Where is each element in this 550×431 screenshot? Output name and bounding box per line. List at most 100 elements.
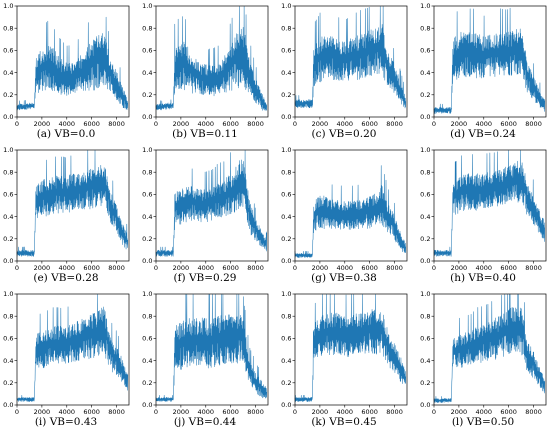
x-tick-label: 2000 [173,264,190,272]
y-tick-label: 0.2 [281,235,291,243]
x-tick-label: 2000 [34,264,51,272]
x-tick-label: 0 [15,120,19,128]
data-series-line [433,294,546,403]
y-tick-label: 0.2 [281,379,291,387]
x-tick-label: 6000 [361,408,378,416]
x-tick-label: 8000 [386,408,403,416]
y-tick-label: 0.2 [3,91,13,99]
x-tick-label: 0 [154,264,158,272]
y-tick-label: 0.8 [142,24,152,32]
y-tick-label: 0.0 [281,401,291,409]
y-tick-label: 0.6 [420,191,430,199]
y-tick-label: 1.0 [420,290,430,298]
subplot-chart: 0.0 0.2 0.4 0.6 0.8 1.0 0 2000 4000 6000 8000 [420,290,547,416]
y-tick-label: 1.0 [3,146,13,154]
x-tick-label: 0 [293,120,297,128]
subplot-chart: 0.0 0.2 0.4 0.6 0.8 1.0 0 2000 4000 6000 8000 [281,2,408,128]
x-tick-label: 6000 [222,120,239,128]
x-tick-label: 8000 [386,120,403,128]
data-series-line [294,165,407,258]
y-tick-label: 0.8 [281,24,291,32]
axes-frame [294,293,408,406]
x-tick-label: 2000 [312,264,329,272]
x-tick-label: 0 [293,408,297,416]
x-tick-label: 4000 [198,264,215,272]
x-tick-label: 0 [432,408,436,416]
y-tick-label: 0.6 [420,335,430,343]
y-tick-label: 0.6 [281,191,291,199]
data-series-line [433,7,546,114]
y-tick-label: 0.2 [3,379,13,387]
subplot-caption: (a) VB=0.0 [36,128,96,140]
y-tick-label: 0.4 [281,213,291,221]
y-tick-label: 0.0 [3,113,13,121]
axes-frame [155,5,269,118]
y-tick-label: 1.0 [281,2,291,10]
axes-frame [16,293,130,406]
y-tick-label: 0.2 [142,379,152,387]
data-series-line [294,294,407,402]
y-tick-label: 1.0 [281,290,291,298]
y-tick-label: 0.0 [420,401,430,409]
subplot-caption: (c) VB=0.20 [311,128,377,140]
subplot-panel: 0.0 0.2 0.4 0.6 0.8 1.0 0 2000 4000 6000 8000 (a) V… [0,0,132,143]
x-tick-label: 4000 [476,408,493,416]
subplot-chart: 0.0 0.2 0.4 0.6 0.8 1.0 0 2000 4000 6000 8000 [420,146,547,272]
y-tick-label: 0.8 [420,312,430,320]
x-tick-label: 6000 [83,120,100,128]
y-tick-label: 0.2 [3,235,13,243]
subplot-chart: 0.0 0.2 0.4 0.6 0.8 1.0 0 2000 4000 6000 8000 [281,146,408,272]
y-tick-label: 0.6 [142,47,152,55]
x-tick-label: 0 [154,408,158,416]
y-tick-label: 0.4 [142,69,152,77]
subplot-caption: (h) VB=0.40 [450,272,516,284]
subplot-panel: 0.0 0.2 0.4 0.6 0.8 1.0 0 2000 4000 6000 8000 (f) V… [139,144,271,287]
y-tick-label: 0.0 [3,401,13,409]
data-series-line [155,6,268,111]
y-tick-label: 0.6 [281,47,291,55]
x-tick-label: 2000 [173,408,190,416]
x-tick-label: 4000 [198,408,215,416]
subplot-chart: 0.0 0.2 0.4 0.6 0.8 1.0 0 2000 4000 6000 8000 [3,2,130,128]
subplot-caption: (g) VB=0.38 [311,272,377,284]
subplot-panel: 0.0 0.2 0.4 0.6 0.8 1.0 0 2000 4000 6000 8000 (e) V… [0,144,132,287]
x-tick-label: 2000 [451,264,468,272]
subplot-chart: 0.0 0.2 0.4 0.6 0.8 1.0 0 2000 4000 6000 8000 [420,2,547,128]
y-tick-label: 0.4 [3,213,13,221]
y-tick-label: 0.8 [281,168,291,176]
subplot-caption: (b) VB=0.11 [172,128,238,140]
data-series-line [16,150,129,257]
subplot-caption: (f) VB=0.29 [173,272,237,284]
x-tick-label: 6000 [83,264,100,272]
x-tick-label: 8000 [247,264,264,272]
x-tick-label: 8000 [525,120,542,128]
subplot-panel: 0.0 0.2 0.4 0.6 0.8 1.0 0 2000 4000 6000 8000 (h) V… [417,144,549,287]
axes-frame [294,5,408,118]
subplot-caption: (l) VB=0.50 [451,416,515,428]
axes-frame [155,149,269,262]
data-series-line [433,150,546,257]
x-tick-label: 0 [154,120,158,128]
x-tick-label: 2000 [451,408,468,416]
x-tick-label: 0 [15,264,19,272]
y-tick-label: 1.0 [142,146,152,154]
y-tick-label: 0.4 [420,213,430,221]
x-tick-label: 8000 [525,408,542,416]
subplot-panel: 0.0 0.2 0.4 0.6 0.8 1.0 0 2000 4000 6000 8000 (d) V… [417,0,549,143]
y-tick-label: 0.8 [281,312,291,320]
y-tick-label: 0.4 [142,213,152,221]
y-tick-label: 1.0 [420,2,430,10]
y-tick-label: 0.8 [420,24,430,32]
y-tick-label: 0.4 [420,357,430,365]
x-tick-label: 2000 [34,408,51,416]
y-tick-label: 0.4 [281,69,291,77]
y-tick-label: 0.2 [142,91,152,99]
subplot-panel: 0.0 0.2 0.4 0.6 0.8 1.0 0 2000 4000 6000 8000 (c) V… [278,0,410,143]
subplot-panel: 0.0 0.2 0.4 0.6 0.8 1.0 0 2000 4000 6000 8000 (g) V… [278,144,410,287]
y-tick-label: 0.6 [281,335,291,343]
y-tick-label: 0.4 [3,357,13,365]
subplot-panel: 0.0 0.2 0.4 0.6 0.8 1.0 0 2000 4000 6000 8000 (j) V… [139,288,271,431]
y-tick-label: 0.0 [142,401,152,409]
y-tick-label: 0.8 [420,168,430,176]
subplot-panel: 0.0 0.2 0.4 0.6 0.8 1.0 0 2000 4000 6000 8000 (l) V… [417,288,549,431]
